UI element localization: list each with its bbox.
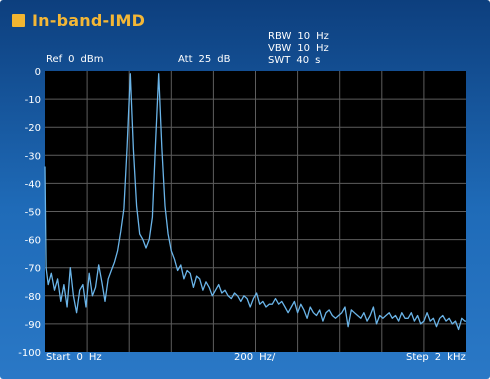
vbw-value: 10 [297, 43, 310, 54]
y-tick-label: -40 [25, 179, 41, 190]
div-value: 200 [234, 352, 254, 363]
y-tick-label: -50 [25, 208, 41, 219]
y-tick-label: -30 [25, 151, 41, 162]
step-readout: Step 2 kHz [406, 352, 472, 363]
step-unit: kHz [447, 352, 466, 363]
start-label: Start [46, 352, 71, 363]
ref-unit: dBm [80, 54, 104, 65]
ref-value: 0 [68, 54, 75, 65]
y-tick-label: -80 [25, 292, 41, 303]
start-frequency-readout: Start 0 Hz [46, 352, 108, 363]
span-per-division-readout: 200 Hz/ [234, 352, 281, 363]
y-tick-label: -60 [25, 236, 41, 247]
attenuation-readout: Att 25 dB [178, 54, 236, 65]
rbw-value: 10 [297, 31, 311, 42]
y-tick-label: -20 [25, 123, 41, 134]
y-tick-label: -90 [25, 320, 41, 331]
grid [45, 71, 466, 352]
ref-label: Ref [46, 54, 63, 65]
rbw-label: RBW [268, 31, 292, 42]
y-tick-label: -10 [25, 95, 41, 106]
att-value: 25 [198, 54, 212, 65]
sweep-time-readout: SWT 40 s [268, 55, 326, 66]
y-tick-label: -100 [18, 348, 41, 359]
title-row: In-band-IMD [12, 10, 145, 30]
swt-label: SWT [268, 55, 291, 66]
rbw-readout: RBW 10 Hz [268, 31, 335, 42]
step-value: 2 [434, 352, 442, 363]
att-label: Att [178, 54, 193, 65]
ref-level-readout: Ref 0 dBm [46, 54, 110, 65]
step-label: Step [406, 352, 429, 363]
title-marker-icon [12, 13, 25, 27]
y-tick-label: 0 [35, 67, 41, 78]
y-tick-labels: 0 -10 -20 -30 -40 -50 -60 -70 -80 -90 -100 [18, 67, 41, 359]
spectrum-trace [44, 73, 466, 331]
vbw-label: VBW [268, 43, 292, 54]
chart-title: In-band-IMD [32, 10, 146, 30]
swt-value: 40 [296, 55, 310, 66]
vbw-unit: Hz [315, 43, 329, 54]
swt-unit: s [315, 55, 321, 66]
y-tick-label: -70 [25, 264, 41, 275]
att-unit: dB [217, 54, 231, 65]
start-value: 0 [76, 352, 83, 363]
start-unit: Hz [88, 352, 102, 363]
div-unit: Hz/ [259, 352, 276, 363]
vbw-readout: VBW 10 Hz [268, 43, 335, 54]
rbw-unit: Hz [316, 31, 329, 42]
